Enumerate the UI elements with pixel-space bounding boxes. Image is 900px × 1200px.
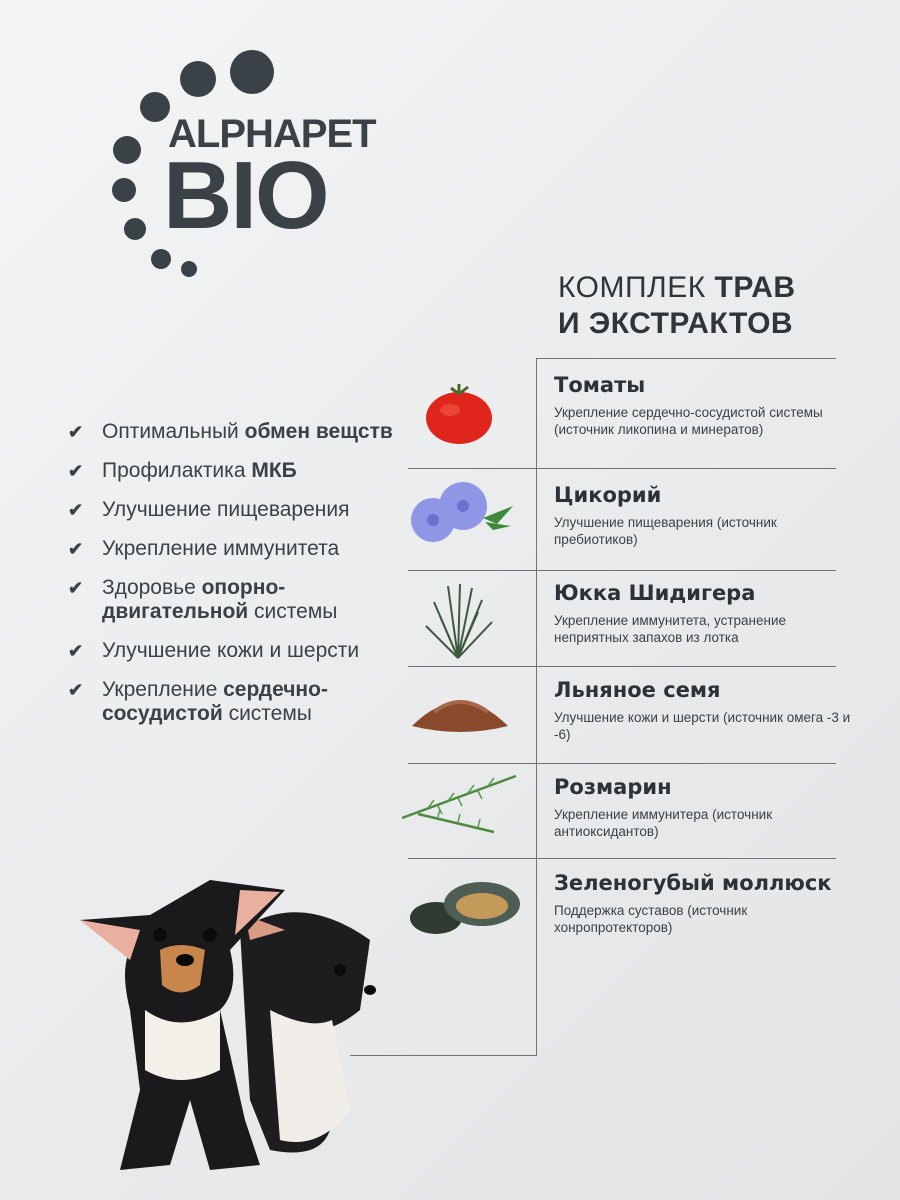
benefit-item: ✔ Профилактика МКБ xyxy=(68,459,428,483)
ingredient-title: Цикорий xyxy=(554,483,662,507)
benefit-text: Укрепление иммунитета xyxy=(102,537,339,561)
check-icon: ✔ xyxy=(68,578,84,598)
puppy-right xyxy=(240,912,376,1153)
benefit-text: Укрепление сердечно-сосудистой системы xyxy=(102,678,428,726)
benefit-text-normal: Здоровье xyxy=(102,576,202,599)
ingredient-description: Укрепление иммунитера (источник антиокси… xyxy=(554,807,773,839)
benefit-text-bold: опорно-двигательной xyxy=(102,576,286,623)
tomato-icon xyxy=(426,384,492,444)
benefit-text-bold: сердечно-сосудистой xyxy=(102,678,328,725)
ingredient-item: Томаты Укрепление сердечно-сосудистой сис… xyxy=(554,372,854,438)
ingredient-item: Зеленогубый моллюск Поддержка суставов (и… xyxy=(554,870,854,936)
ingredient-description: Улучшение кожи и шерсти (источник омега … xyxy=(554,710,851,742)
divider xyxy=(536,358,836,359)
brand-name: ALPHAPET xyxy=(168,112,377,156)
check-icon: ✔ xyxy=(68,539,84,559)
rosemary-icon xyxy=(401,774,517,834)
benefit-text-normal: Укрепление xyxy=(102,678,224,701)
divider xyxy=(408,468,836,469)
benefit-text: Улучшение пищеварения xyxy=(102,498,349,522)
benefit-text-normal: Профилактика xyxy=(102,459,252,482)
check-icon: ✔ xyxy=(68,422,84,442)
benefit-text-bold: обмен вещств xyxy=(244,420,393,443)
check-icon: ✔ xyxy=(68,641,84,661)
ingredient-description: Улучшение пищеварения (источник пребиоти… xyxy=(554,515,777,547)
benefit-item: ✔ Укрепление сердечно-сосудистой системы xyxy=(68,678,428,726)
ingredient-item: Юкка Шидигера Укрепление иммунитета, устр… xyxy=(554,580,854,646)
benefit-text-normal: системы xyxy=(248,600,338,623)
benefit-text-normal: Улучшение пищеварения xyxy=(102,498,350,521)
benefit-text: Оптимальный обмен вещств xyxy=(102,420,393,444)
ingredient-item: Розмарин Укрепление иммунитера (источник … xyxy=(554,774,854,840)
benefit-text: Улучшение кожи и шерсти xyxy=(102,639,359,663)
puppies-image xyxy=(80,880,376,1170)
heading-bold-line2: И ЭКСТРАКТОВ xyxy=(558,307,794,340)
flax-seed-icon xyxy=(412,700,508,732)
ingredient-title: Льняное семя xyxy=(554,678,721,702)
ingredient-item: Льняное семя Улучшение кожи и шерсти (ист… xyxy=(554,677,854,743)
benefit-text-normal: Укрепление иммунитета xyxy=(102,537,340,560)
puppy-left xyxy=(80,880,285,1170)
ingredient-title: Томаты xyxy=(554,373,646,397)
divider xyxy=(408,858,836,859)
section-heading: КОМПЛЕК ТРАВ И ЭКСТРАКТОВ xyxy=(558,270,796,342)
ingredient-title: Юкка Шидигера xyxy=(554,581,756,605)
benefit-text-normal: системы xyxy=(222,702,312,725)
benefit-item: ✔ Укрепление иммунитета xyxy=(68,537,428,561)
heading-bold: ТРАВ xyxy=(714,271,796,304)
divider xyxy=(350,1055,537,1056)
chicory-flower-icon xyxy=(411,482,513,542)
check-icon: ✔ xyxy=(68,500,84,520)
benefit-text: Профилактика МКБ xyxy=(102,459,297,483)
yucca-icon xyxy=(425,583,493,659)
divider xyxy=(408,666,836,667)
benefit-item: ✔ Здоровье опорно-двигательной системы xyxy=(68,576,428,624)
mussel-icon xyxy=(410,882,520,934)
benefits-list: ✔ Оптимальный обмен вещств ✔ Профилактика М… xyxy=(68,420,428,741)
divider xyxy=(408,763,836,764)
ingredient-description: Поддержка суставов (источник хонропротек… xyxy=(554,903,748,935)
benefit-text-normal: Оптимальный xyxy=(102,420,245,443)
check-icon: ✔ xyxy=(68,461,84,481)
ingredient-title: Розмарин xyxy=(554,775,672,799)
heading-normal: КОМПЛЕК xyxy=(558,271,715,304)
divider xyxy=(408,570,836,571)
ingredient-description: Укрепление сердечно-сосудистой системы (… xyxy=(554,405,823,437)
benefit-item: ✔ Оптимальный обмен вещств xyxy=(68,420,428,444)
brand-bio: BIO xyxy=(163,142,330,249)
logo-dots-icon xyxy=(112,50,274,277)
check-icon: ✔ xyxy=(68,680,84,700)
benefit-text: Здоровье опорно-двигательной системы xyxy=(102,576,428,624)
ingredient-title: Зеленогубый моллюск xyxy=(554,871,832,895)
benefit-item: ✔ Улучшение кожи и шерсти xyxy=(68,639,428,663)
divider-vertical xyxy=(536,358,537,1055)
ingredient-description: Укрепление иммунитета, устранение неприя… xyxy=(554,613,786,645)
benefit-item: ✔ Улучшение пищеварения xyxy=(68,498,428,522)
benefit-text-bold: МКБ xyxy=(251,459,297,482)
ingredient-item: Цикорий Улучшение пищеварения (источник п… xyxy=(554,482,854,548)
benefit-text-normal: Улучшение кожи и шерсти xyxy=(102,639,360,662)
